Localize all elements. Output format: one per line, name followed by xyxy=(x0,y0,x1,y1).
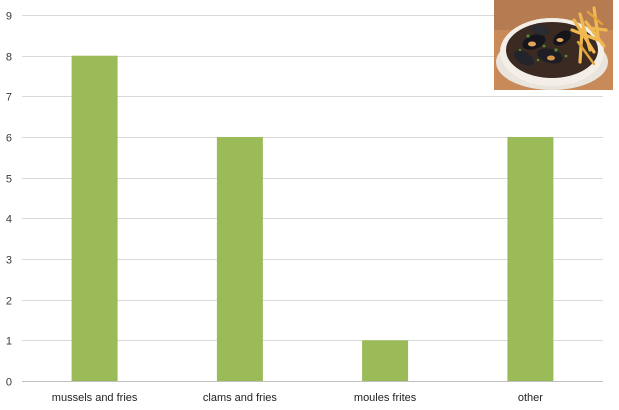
y-tick-label: 0 xyxy=(6,377,12,389)
y-tick-label: 9 xyxy=(6,11,12,23)
y-tick-label: 1 xyxy=(6,336,12,348)
y-tick-label: 3 xyxy=(6,255,12,267)
y-tick-label: 5 xyxy=(6,174,12,186)
category-label: clams and fries xyxy=(203,392,277,404)
x-axis-categories: mussels and fries clams and fries moules f… xyxy=(52,392,543,404)
category-label: other xyxy=(518,392,543,404)
y-tick-label: 6 xyxy=(6,133,12,145)
food-photo-image xyxy=(494,0,613,90)
y-tick-label: 2 xyxy=(6,296,12,308)
y-axis-ticks: 0 1 2 3 4 5 6 7 8 9 xyxy=(6,11,12,389)
category-label: moules frites xyxy=(354,392,417,404)
bar-mussels-and-fries xyxy=(71,55,118,381)
bars xyxy=(71,55,554,381)
y-tick-label: 4 xyxy=(6,214,12,226)
bar-clams-and-fries xyxy=(216,137,263,381)
y-tick-label: 7 xyxy=(6,92,12,104)
y-tick-label: 8 xyxy=(6,52,12,64)
bar-other xyxy=(507,137,554,381)
category-label: mussels and fries xyxy=(52,392,138,404)
bar-moules-frites xyxy=(362,340,409,381)
